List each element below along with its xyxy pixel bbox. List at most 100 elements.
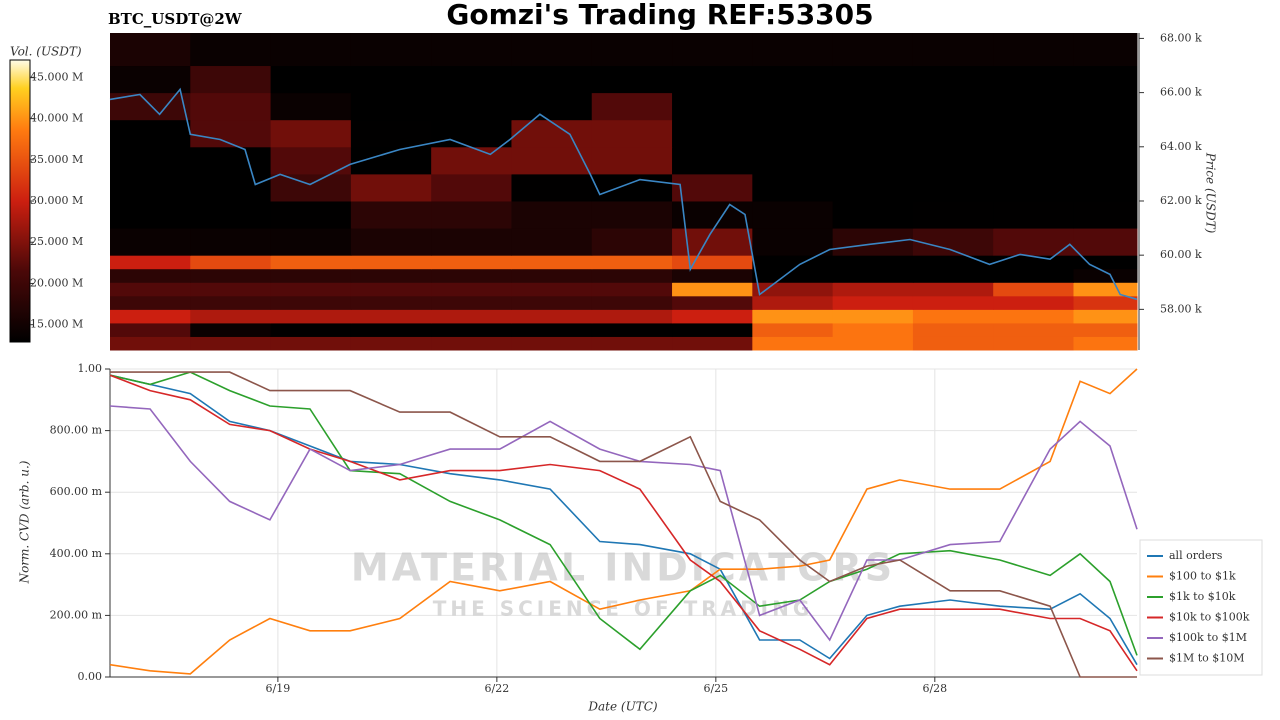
heat-cell [672,295,753,310]
y-tick-label: 1.00 [78,362,103,375]
heat-cell [993,309,1074,324]
y-tick-label: 64.00 k [1160,140,1202,153]
heat-cell [912,146,994,175]
y-tick-label: 58.00 k [1160,302,1202,315]
heat-cell [431,322,512,337]
heat-cell [912,282,994,297]
heat-cell [1073,268,1138,283]
heat-cell [912,33,994,67]
heat-cell [832,282,914,297]
y-tick-label: 68.00 k [1160,31,1202,44]
heat-cell [110,255,191,270]
heat-cell [270,255,352,270]
heat-cell [1073,322,1138,337]
legend-label: $100 to $1k [1169,570,1236,583]
heat-cell [752,33,834,67]
heat-cell [350,336,432,351]
heat-cell [350,119,432,148]
heat-cell [912,268,994,283]
heat-cell [431,33,512,67]
heat-cell [511,295,593,310]
series-line [109,371,1138,656]
colorbar-tick-label: 20.000 M [30,276,83,289]
heat-cell [591,92,673,121]
heat-cell [752,309,834,324]
heat-cell [752,200,834,229]
series-line [110,371,1137,678]
heat-cell [591,336,673,351]
panel-label: BTC_USDT@2W [108,10,243,28]
heat-cell [832,336,914,351]
heat-cell [511,65,593,94]
colorbar-tick-label: 30.000 M [30,194,83,207]
heat-cell [591,282,673,297]
heat-cell [190,173,272,202]
heat-cell [993,200,1074,229]
heat-cell [1073,92,1138,121]
heat-cell [431,92,512,121]
heat-cell [270,268,352,283]
heat-cell [832,119,914,148]
heat-cell [190,33,272,67]
heat-cell [110,336,191,351]
heat-cell [832,146,914,175]
heat-cell [511,309,593,324]
legend-label: $100k to $1M [1169,631,1247,644]
heat-cell [752,228,834,256]
heat-cell [1073,200,1138,229]
heat-cell [270,65,352,94]
legend-box [1139,539,1263,676]
heat-cell [832,200,914,229]
series-line [109,368,1138,675]
y-tick-label: 200.00 m [50,608,103,621]
heat-cell [110,322,191,337]
heat-cell [993,173,1074,202]
page-title: Gomzi's Trading REF:53305 [446,0,873,31]
watermark: MATERIAL INDICATORS [351,546,895,590]
x-tick-label: 6/22 [485,682,510,695]
price-line [109,87,1138,301]
heat-cell [1073,65,1138,94]
heat-cell [350,200,432,229]
heat-cell [350,295,432,310]
heat-cell [591,228,673,256]
heat-cell [752,119,834,148]
heat-cell [672,33,753,67]
heat-cell [993,282,1074,297]
heat-cell [190,309,272,324]
heat-cell [431,309,512,324]
heat-cell [752,173,834,202]
heat-cell [110,268,191,283]
heat-cell [591,268,673,283]
heat-cell [190,295,272,310]
heat-cell [752,65,834,94]
heat-cell [350,92,432,121]
heat-cell [672,119,753,148]
heat-cell [672,228,753,256]
x-tick-label: 6/19 [266,682,291,695]
heat-cell [672,92,753,121]
heat-cell [672,282,753,297]
heat-cell [1073,33,1138,67]
heat-cell [511,228,593,256]
heat-cell [1073,228,1138,256]
heat-cell [350,33,432,67]
x-tick-label: 6/28 [922,682,947,695]
heat-cell [993,228,1074,256]
heat-cell [912,200,994,229]
heat-cell [511,322,593,337]
heat-cell [752,282,834,297]
heat-cell [672,268,753,283]
heat-cell [431,336,512,351]
heat-cell [591,146,673,175]
heat-cell [832,268,914,283]
heat-cell [190,268,272,283]
heat-cell [591,33,673,67]
heat-cell [832,322,914,337]
y-tick-label: 62.00 k [1160,194,1202,207]
heat-cell [752,295,834,310]
heat-cell [270,309,352,324]
heat-cell [270,173,352,202]
heat-cell [270,33,352,67]
heat-cell [912,92,994,121]
